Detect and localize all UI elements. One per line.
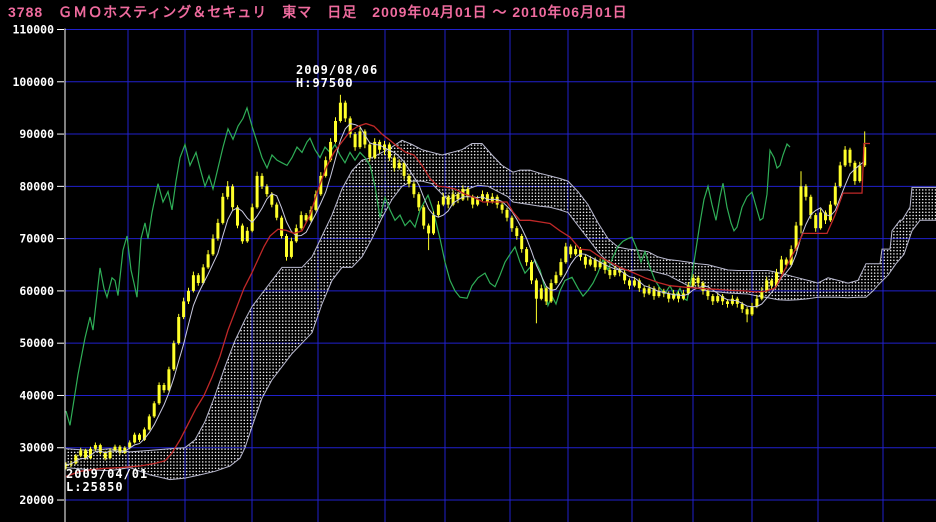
senkou-span-b-line [65, 180, 936, 481]
low-annotation-date: 2009/04/01 [66, 467, 149, 481]
y-axis-label: 80000 [19, 179, 54, 193]
high-annotation-date: 2009/08/06 [296, 63, 379, 77]
y-axis-label: 60000 [19, 284, 54, 298]
chart-title-bar: 3788 ＧＭＯホスティング＆セキュリ 東マ 日足 2009年04月01日 ～ … [0, 0, 936, 25]
y-axis-label: 20000 [19, 493, 54, 507]
red-line [65, 122, 870, 478]
y-axis-label: 90000 [19, 127, 54, 141]
y-axis-label: 110000 [12, 23, 54, 37]
low-annotation: 2009/04/01 L:25850 [66, 468, 148, 494]
y-axis-label: 100000 [12, 75, 54, 89]
senkou-span-a-line [65, 139, 936, 453]
y-axis-label: 30000 [19, 441, 54, 455]
y-axis-label: 50000 [19, 336, 54, 350]
high-annotation: 2009/08/06 H:97500 [296, 64, 378, 90]
chart-title-text: 3788 ＧＭＯホスティング＆セキュリ 東マ 日足 2009年04月01日 ～ … [8, 4, 628, 20]
y-axis-label: 40000 [19, 388, 54, 402]
y-axis-label: 70000 [19, 232, 54, 246]
white-ma-line [65, 123, 866, 465]
green-line [65, 105, 791, 426]
high-annotation-value: H:97500 [296, 76, 354, 90]
low-annotation-value: L:25850 [66, 480, 124, 494]
